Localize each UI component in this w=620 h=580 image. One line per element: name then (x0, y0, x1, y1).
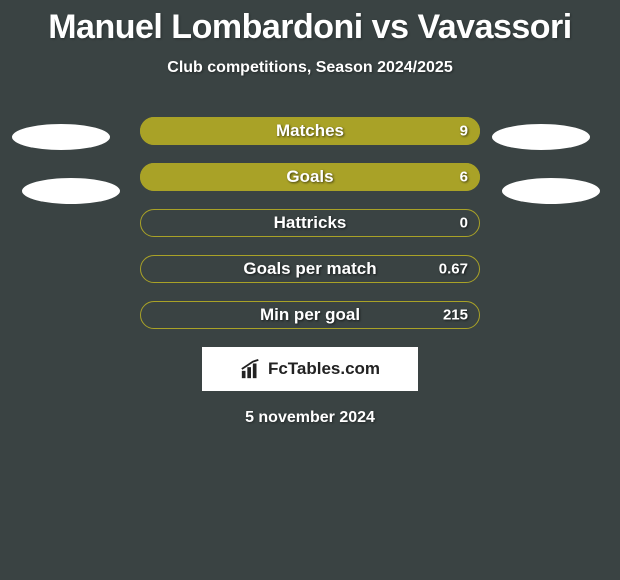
chart-icon (240, 358, 262, 380)
stat-value: 215 (443, 307, 468, 324)
date: 5 november 2024 (0, 409, 620, 427)
subtitle: Club competitions, Season 2024/2025 (0, 59, 620, 77)
stat-value: 9 (460, 123, 468, 140)
stat-value: 0.67 (439, 261, 468, 278)
stat-label: Matches (276, 121, 344, 141)
source-logo: FcTables.com (202, 347, 418, 391)
stat-label: Min per goal (260, 305, 360, 325)
logo-text: FcTables.com (268, 359, 380, 379)
stat-label: Goals (286, 167, 333, 187)
stat-label: Hattricks (274, 213, 347, 233)
stat-row: Goals 6 (140, 163, 480, 191)
stat-row: Min per goal 215 (140, 301, 480, 329)
stat-label: Goals per match (243, 259, 376, 279)
stat-row: Hattricks 0 (140, 209, 480, 237)
title: Manuel Lombardoni vs Vavassori (0, 0, 620, 47)
stat-value: 0 (460, 215, 468, 232)
stat-row: Matches 9 (140, 117, 480, 145)
stat-value: 6 (460, 169, 468, 186)
stats-block: Matches 9 Goals 6 Hattricks 0 Goals per match 0… (0, 117, 620, 329)
stat-row: Goals per match 0.67 (140, 255, 480, 283)
